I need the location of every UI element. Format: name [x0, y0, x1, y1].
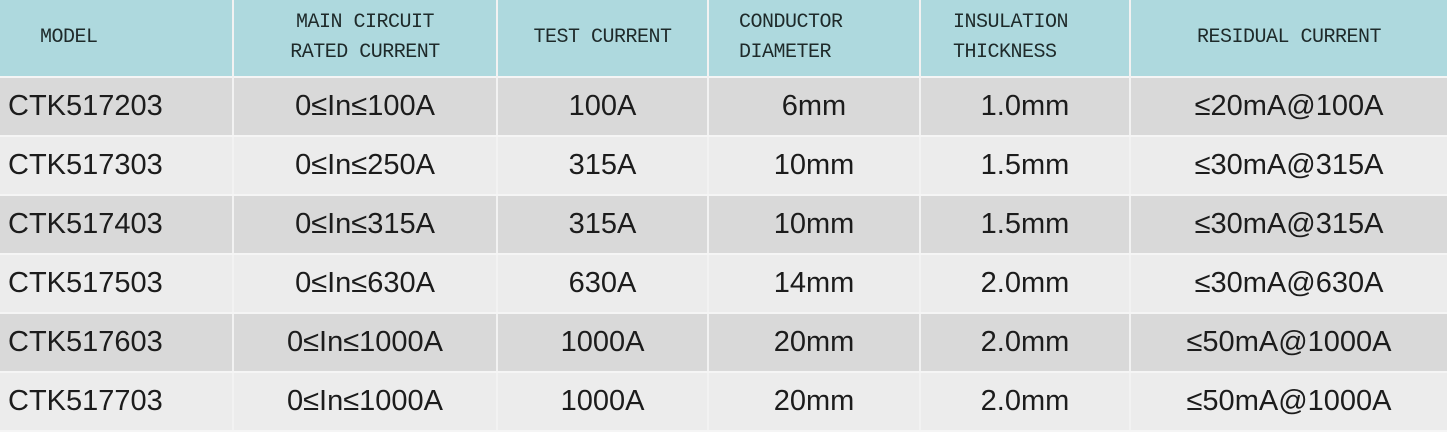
- cell-residual-current: ≤30mA@315A: [1129, 136, 1447, 196]
- header-rated-current: MAIN CIRCUIT RATED CURRENT: [232, 0, 497, 77]
- cell-test-current: 1000A: [496, 313, 708, 373]
- cell-conductor-diameter: 10mm: [707, 136, 920, 196]
- cell-insulation-thickness: 1.0mm: [919, 77, 1130, 137]
- cell-residual-current: ≤20mA@100A: [1129, 77, 1447, 137]
- table-row: CTK517203 0≤In≤100A 100A 6mm 1.0mm ≤20mA@100A: [0, 77, 1447, 137]
- cell-conductor-diameter: 20mm: [707, 372, 920, 432]
- header-model: MODEL: [0, 0, 233, 77]
- table-row: CTK517603 0≤In≤1000A 1000A 20mm 2.0mm ≤50mA@1…: [0, 313, 1447, 373]
- table-row: CTK517303 0≤In≤250A 315A 10mm 1.5mm ≤30mA@315…: [0, 136, 1447, 196]
- header-test-current: TEST CURRENT: [496, 0, 708, 77]
- cell-model: CTK517703: [0, 372, 233, 432]
- cell-residual-current: ≤30mA@315A: [1129, 195, 1447, 255]
- cell-insulation-thickness: 2.0mm: [919, 313, 1130, 373]
- cell-model: CTK517603: [0, 313, 233, 373]
- header-line: TEST CURRENT: [533, 26, 672, 49]
- cell-residual-current: ≤50mA@1000A: [1129, 313, 1447, 373]
- cell-insulation-thickness: 2.0mm: [919, 254, 1130, 314]
- cell-insulation-thickness: 1.5mm: [919, 195, 1130, 255]
- header-line: RESIDUAL CURRENT: [1196, 26, 1382, 49]
- table-header: MODEL MAIN CIRCUIT RATED CURRENT TEST CURRE…: [0, 0, 1447, 77]
- cell-conductor-diameter: 6mm: [707, 77, 920, 137]
- cell-model: CTK517403: [0, 195, 233, 255]
- cell-conductor-diameter: 20mm: [707, 313, 920, 373]
- cell-insulation-thickness: 1.5mm: [919, 136, 1130, 196]
- cell-conductor-diameter: 10mm: [707, 195, 920, 255]
- header-line: RATED CURRENT: [290, 41, 440, 64]
- cell-rated-current: 0≤In≤250A: [232, 136, 497, 196]
- table-row: CTK517403 0≤In≤315A 315A 10mm 1.5mm ≤30mA@315…: [0, 195, 1447, 255]
- table-row: CTK517703 0≤In≤1000A 1000A 20mm 2.0mm ≤50mA@1…: [0, 372, 1447, 432]
- table-body: CTK517203 0≤In≤100A 100A 6mm 1.0mm ≤20mA@100A…: [0, 77, 1447, 432]
- cell-model: CTK517503: [0, 254, 233, 314]
- header-line: DIAMETER: [739, 41, 832, 64]
- cell-rated-current: 0≤In≤100A: [232, 77, 497, 137]
- cell-residual-current: ≤30mA@630A: [1129, 254, 1447, 314]
- header-line: MODEL: [40, 26, 98, 49]
- cell-test-current: 315A: [496, 195, 708, 255]
- cell-test-current: 100A: [496, 77, 708, 137]
- header-line: INSULATION: [953, 11, 1069, 34]
- cell-residual-current: ≤50mA@1000A: [1129, 372, 1447, 432]
- cell-test-current: 315A: [496, 136, 708, 196]
- cell-rated-current: 0≤In≤315A: [232, 195, 497, 255]
- header-insulation-thickness: INSULATION THICKNESS: [919, 0, 1130, 77]
- table-row: CTK517503 0≤In≤630A 630A 14mm 2.0mm ≤30mA@630…: [0, 254, 1447, 314]
- cell-model: CTK517303: [0, 136, 233, 196]
- cell-test-current: 630A: [496, 254, 708, 314]
- header-line: CONDUCTOR: [739, 11, 843, 34]
- header-line: MAIN CIRCUIT: [295, 11, 435, 34]
- header-conductor-diameter: CONDUCTOR DIAMETER: [707, 0, 920, 77]
- header-line: THICKNESS: [953, 41, 1057, 64]
- cell-conductor-diameter: 14mm: [707, 254, 920, 314]
- cell-insulation-thickness: 2.0mm: [919, 372, 1130, 432]
- cell-model: CTK517203: [0, 77, 233, 137]
- header-residual-current: RESIDUAL CURRENT: [1129, 0, 1447, 77]
- cell-rated-current: 0≤In≤1000A: [232, 372, 497, 432]
- cell-rated-current: 0≤In≤1000A: [232, 313, 497, 373]
- cell-rated-current: 0≤In≤630A: [232, 254, 497, 314]
- cell-test-current: 1000A: [496, 372, 708, 432]
